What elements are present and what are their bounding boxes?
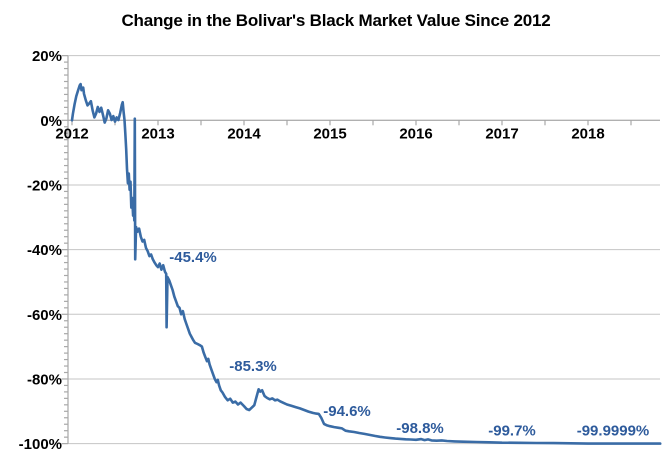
data-label: -99.7% [488,423,536,440]
y-tick-label: -60% [27,307,62,324]
x-tick-label: 2013 [141,125,174,142]
x-tick-label: 2017 [485,125,518,142]
x-tick-label: 2012 [55,125,88,142]
axes [61,55,660,445]
x-tick-label: 2015 [313,125,346,142]
axis-labels: 20% 0% -20% -40% -60% -80% -100% 2012 2013 2014 20… [19,48,605,453]
y-tick-label: -100% [19,436,62,453]
y-tick-label: 0% [40,113,62,130]
data-series [70,82,662,445]
data-label: -94.6% [323,403,371,420]
y-tick-label: -20% [27,177,62,194]
y-tick-label: -40% [27,242,62,259]
data-label: -99.9999% [577,423,650,440]
y-tick-label: -80% [27,371,62,388]
chart-title: Change in the Bolivar's Black Market Val… [121,11,550,30]
data-label: -45.4% [169,249,217,266]
data-label: -85.3% [229,358,277,375]
data-annotations: -45.4% -85.3% -94.6% -98.8% -99.7% -99.9999% [169,249,649,440]
x-tick-label: 2018 [571,125,604,142]
x-tick-label: 2014 [227,125,261,142]
data-label: -98.8% [396,420,444,437]
bolivar-value-line [70,82,662,445]
y-tick-label: 20% [32,48,62,65]
gridlines [68,55,660,445]
x-tick-label: 2016 [399,125,432,142]
